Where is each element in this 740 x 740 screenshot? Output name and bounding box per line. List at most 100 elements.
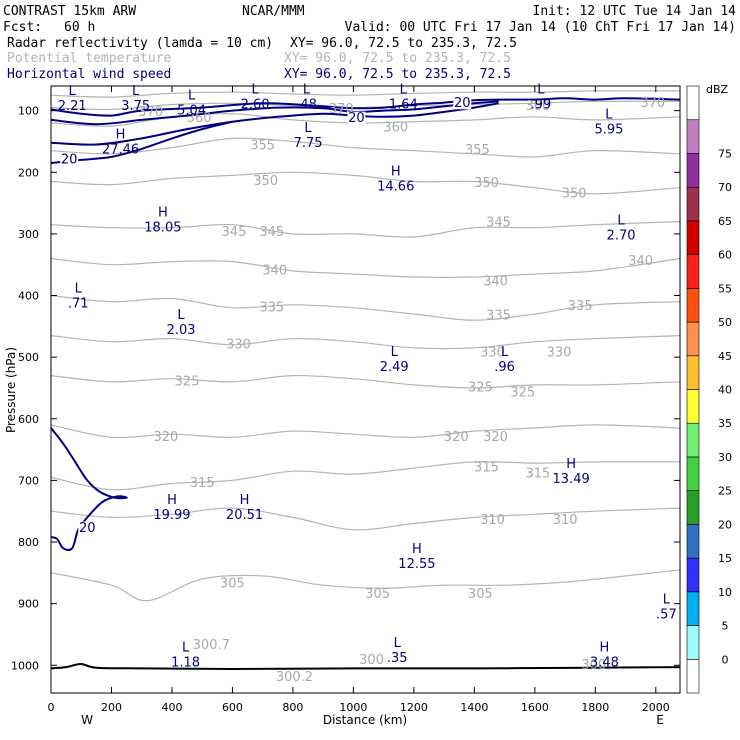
theta-contour-330 (51, 335, 680, 350)
wind-extremum-value: 7.75 (294, 136, 323, 151)
theta-label: 350 (474, 176, 499, 191)
y-tick-label: 400 (18, 290, 39, 303)
wind-low-marker: L (75, 281, 83, 296)
theta-label: 335 (259, 300, 284, 315)
wind-low-marker: L (501, 345, 509, 360)
colorbar-swatch (686, 186, 700, 222)
wind-extremum-value: 2.70 (607, 229, 636, 244)
theta-label: 360 (383, 120, 408, 135)
x-axis-title: Distance (km) (323, 713, 407, 727)
wind-label: 20 (454, 96, 471, 111)
colorbar-swatch (686, 355, 700, 390)
theta-label: 360 (187, 111, 212, 126)
wind-low-marker: L (605, 108, 613, 123)
wind-low-marker: L (303, 82, 311, 97)
plot-area (51, 90, 680, 671)
x-tick-label: 1400 (460, 701, 488, 714)
colorbar-swatch (686, 288, 700, 323)
theta-label: 305 (468, 587, 493, 602)
y-tick-label: 800 (18, 536, 39, 549)
wind-extremum-value: 20.51 (226, 508, 263, 523)
colorbar-level-label: 20 (718, 518, 732, 531)
field-name-reflectivity: Radar reflectivity (lamda = 10 cm) (7, 36, 273, 51)
wind-contour-20-2 (51, 102, 499, 146)
wind-low-marker: L (391, 345, 399, 360)
wind-label-background (60, 152, 79, 166)
colorbar-level-label: 50 (718, 316, 732, 329)
wind-low-marker: L (69, 84, 77, 99)
x-tick-label: 600 (222, 701, 243, 714)
theta-label: 340 (262, 263, 287, 278)
wind-extremum-value: 5.95 (594, 123, 623, 138)
colorbar-level-label: 55 (718, 282, 732, 295)
theta-contour-345 (51, 221, 680, 238)
wind-extremum-value: .57 (656, 608, 677, 623)
wind-extremum-value: .48 (296, 97, 317, 112)
wind-low-marker: L (617, 214, 625, 229)
plot-frame (50, 85, 681, 694)
colorbar-level-label: 35 (718, 417, 732, 430)
theta-contour-305 (51, 569, 680, 602)
wind-extremum-value: 27.46 (102, 142, 139, 157)
theta-label: 305 (220, 576, 245, 591)
theta-contour-315 (51, 461, 680, 491)
colorbar-swatch (686, 557, 700, 593)
field-xy-wind: XY= 96.0, 72.5 to 235.3, 72.5 (284, 67, 511, 82)
wind-high-marker: H (391, 164, 401, 179)
colorbar-level-label: 40 (718, 384, 732, 397)
theta-contour-320 (51, 424, 680, 439)
theta-label: 325 (175, 374, 200, 389)
wind-extremum-value: 3.75 (121, 99, 150, 114)
wind-extremum-value: .99 (531, 97, 552, 112)
valid-time: Valid: 00 UTC Fri 17 Jan 14 (10 ChT Fri … (345, 20, 736, 35)
wind-low-marker: L (251, 82, 259, 97)
wind-extremum-value: 2.21 (58, 99, 87, 114)
theta-contour-355 (51, 137, 680, 158)
wind-low-marker: L (177, 308, 185, 323)
field-name-wind: Horizontal wind speed (7, 67, 171, 82)
theta-label: 300 (581, 658, 606, 673)
wind-contour-20-1 (51, 100, 499, 126)
wind-low-marker: L (394, 636, 402, 651)
wind-extremum-value: 2.49 (380, 360, 409, 375)
y-tick-label: 200 (18, 166, 39, 179)
y-tick-label: 500 (18, 351, 39, 364)
colorbar-swatch (686, 524, 700, 559)
theta-label: 330 (547, 345, 572, 360)
theta-label: 370 (640, 96, 665, 111)
wind-extremum-value: 5.04 (177, 104, 206, 119)
x-end-label-east: E (656, 713, 664, 727)
fcst-label: Fcst: (3, 20, 42, 35)
wind-high-marker: H (167, 493, 177, 508)
fcst-value: 60 h (64, 20, 95, 35)
wind-extremum-value: 14.66 (377, 179, 414, 194)
theta-contour-310 (51, 507, 680, 531)
colorbar-level-label: 0 (722, 653, 729, 666)
wind-high-marker: H (600, 641, 610, 656)
theta-contour-335 (51, 294, 680, 321)
theta-label: 320 (483, 430, 508, 445)
x-tick-label: 2000 (642, 701, 670, 714)
wind-label: 20 (348, 111, 365, 126)
wind-high-marker: H (412, 542, 422, 557)
colorbar-swatch (686, 321, 700, 357)
wind-extremum-value: 1.64 (389, 97, 418, 112)
colorbar-level-label: 45 (718, 350, 732, 363)
colorbar-swatch (686, 85, 700, 121)
wind-extremum-value: 3.48 (590, 656, 619, 671)
theta-label: 320 (444, 430, 469, 445)
wind-contour-20-0 (51, 97, 680, 117)
colorbar-unit: dBZ (706, 83, 729, 96)
field-xy-theta: XY= 96.0, 72.5 to 235.3, 72.5 (284, 51, 511, 66)
theta-label: 310 (553, 513, 578, 528)
theta-label: 305 (365, 587, 390, 602)
wind-low-marker: L (400, 82, 408, 97)
wind-contour-20-4 (51, 427, 128, 551)
theta-label: 345 (486, 215, 511, 230)
wind-low-marker: L (188, 89, 196, 104)
colorbar-swatch (686, 490, 700, 525)
x-end-label-west: W (81, 713, 93, 727)
theta-contour-350 (51, 171, 680, 195)
theta-label: 360 (525, 99, 550, 114)
